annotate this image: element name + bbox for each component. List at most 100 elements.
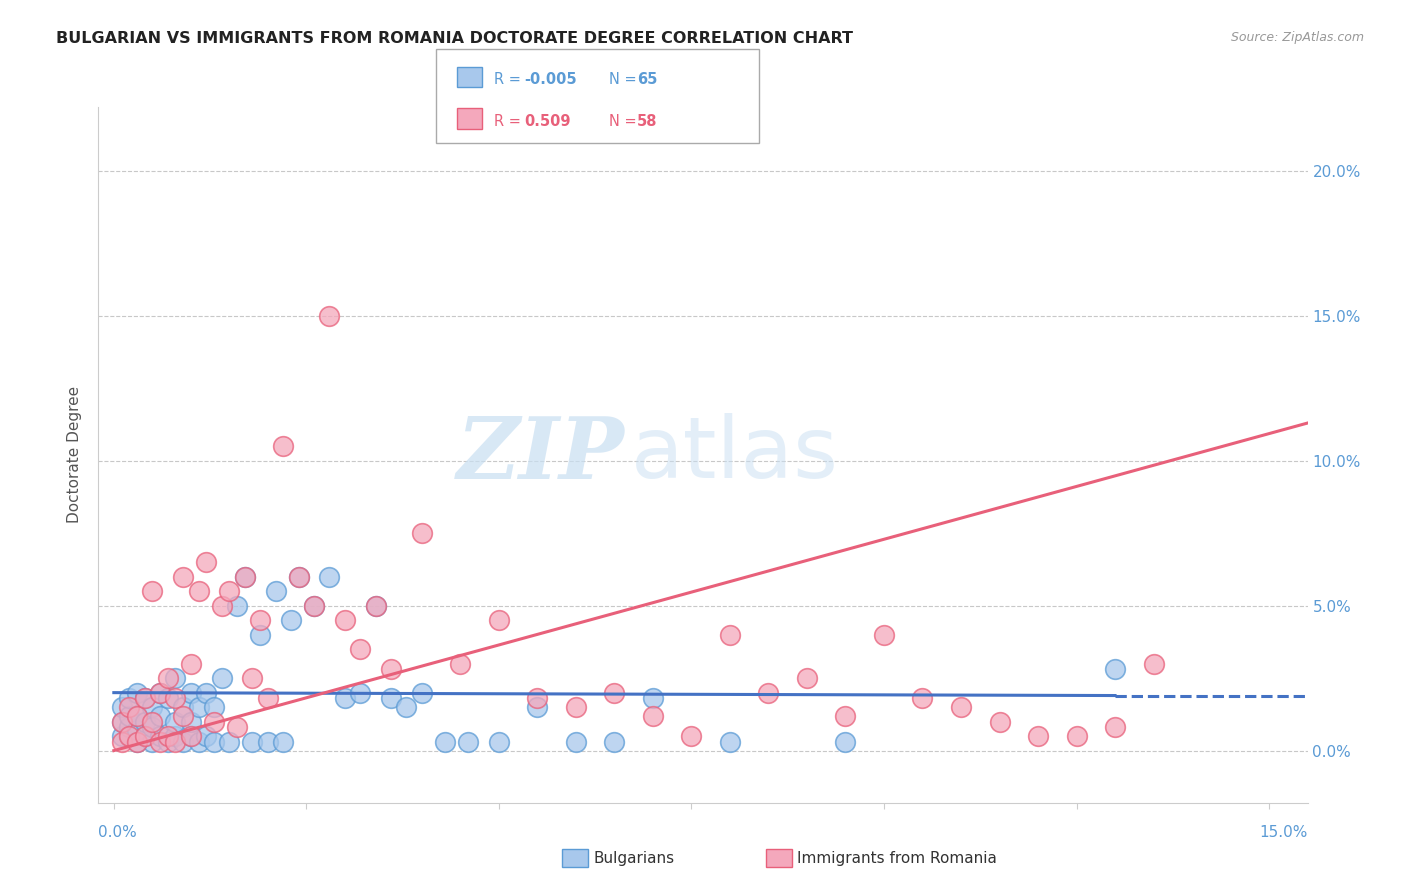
Point xyxy=(110,700,132,714)
Point xyxy=(911,691,934,706)
Point xyxy=(526,700,548,714)
Point xyxy=(1142,657,1164,671)
Point xyxy=(287,570,309,584)
Point xyxy=(180,685,202,699)
Point xyxy=(1066,729,1088,743)
Point xyxy=(988,714,1011,729)
Point xyxy=(156,735,179,749)
Point xyxy=(118,691,141,706)
Point xyxy=(187,735,209,749)
Point xyxy=(134,729,156,743)
Point xyxy=(141,584,163,599)
Point xyxy=(187,700,209,714)
Point xyxy=(758,685,780,699)
Text: ZIP: ZIP xyxy=(457,413,624,497)
Point xyxy=(718,628,741,642)
Point xyxy=(302,599,325,613)
Point xyxy=(118,700,141,714)
Point xyxy=(318,570,340,584)
Point xyxy=(125,735,148,749)
Point xyxy=(411,685,433,699)
Point xyxy=(280,613,302,627)
Point xyxy=(349,685,371,699)
Point xyxy=(950,700,973,714)
Point xyxy=(172,700,194,714)
Point xyxy=(271,439,294,453)
Text: Source: ZipAtlas.com: Source: ZipAtlas.com xyxy=(1230,31,1364,45)
Point xyxy=(165,735,187,749)
Point xyxy=(526,691,548,706)
Point xyxy=(149,685,172,699)
Point xyxy=(110,729,132,743)
Point xyxy=(125,708,148,723)
Text: Bulgarians: Bulgarians xyxy=(593,851,675,865)
Point xyxy=(134,691,156,706)
Point xyxy=(141,700,163,714)
Point xyxy=(165,691,187,706)
Point xyxy=(457,735,479,749)
Text: atlas: atlas xyxy=(630,413,838,497)
Text: 0.509: 0.509 xyxy=(524,114,571,128)
Point xyxy=(411,526,433,541)
Point xyxy=(195,685,218,699)
Point xyxy=(395,700,418,714)
Point xyxy=(287,570,309,584)
Point xyxy=(249,613,271,627)
Point xyxy=(118,708,141,723)
Y-axis label: Doctorate Degree: Doctorate Degree xyxy=(67,386,83,524)
Point xyxy=(156,671,179,685)
Point xyxy=(187,584,209,599)
Point xyxy=(195,729,218,743)
Point xyxy=(180,657,202,671)
Point xyxy=(149,685,172,699)
Point xyxy=(264,584,287,599)
Point xyxy=(165,671,187,685)
Point xyxy=(211,599,233,613)
Text: 15.0%: 15.0% xyxy=(1260,825,1308,840)
Point xyxy=(149,729,172,743)
Point xyxy=(226,721,249,735)
Point xyxy=(110,714,132,729)
Text: 58: 58 xyxy=(637,114,658,128)
Point xyxy=(449,657,471,671)
Point xyxy=(364,599,387,613)
Text: BULGARIAN VS IMMIGRANTS FROM ROMANIA DOCTORATE DEGREE CORRELATION CHART: BULGARIAN VS IMMIGRANTS FROM ROMANIA DOC… xyxy=(56,31,853,46)
Point xyxy=(233,570,256,584)
Point xyxy=(1104,721,1126,735)
Text: Immigrants from Romania: Immigrants from Romania xyxy=(797,851,997,865)
Point xyxy=(172,735,194,749)
Text: R =: R = xyxy=(494,72,524,87)
Point xyxy=(488,613,510,627)
Point xyxy=(641,691,664,706)
Point xyxy=(134,691,156,706)
Point xyxy=(180,729,202,743)
Point xyxy=(125,685,148,699)
Point xyxy=(156,691,179,706)
Point xyxy=(180,729,202,743)
Point xyxy=(125,708,148,723)
Point xyxy=(364,599,387,613)
Point xyxy=(1104,662,1126,676)
Point xyxy=(141,735,163,749)
Point xyxy=(433,735,456,749)
Point xyxy=(218,735,240,749)
Point xyxy=(149,708,172,723)
Point xyxy=(603,685,626,699)
Point xyxy=(202,700,225,714)
Point xyxy=(302,599,325,613)
Point xyxy=(873,628,896,642)
Point xyxy=(125,723,148,738)
Point xyxy=(172,570,194,584)
Point xyxy=(141,721,163,735)
Point xyxy=(134,729,156,743)
Point xyxy=(333,613,356,627)
Point xyxy=(118,721,141,735)
Point xyxy=(318,309,340,323)
Point xyxy=(834,708,856,723)
Point xyxy=(333,691,356,706)
Point xyxy=(110,735,132,749)
Text: N =: N = xyxy=(609,114,641,128)
Point xyxy=(834,735,856,749)
Point xyxy=(380,691,402,706)
Point xyxy=(233,570,256,584)
